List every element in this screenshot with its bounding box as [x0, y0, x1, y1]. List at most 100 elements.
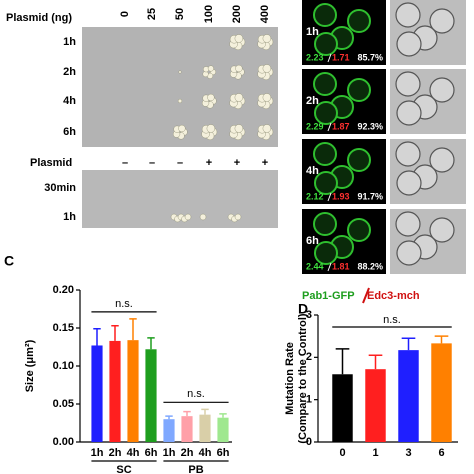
- colony: [178, 124, 186, 133]
- cell: [314, 32, 338, 56]
- error-bar: [147, 337, 155, 350]
- group-label: PB: [188, 464, 203, 474]
- error-bar: [183, 410, 191, 417]
- y-tick-label: 0.20: [53, 284, 74, 296]
- y-tick-label: 0.00: [53, 436, 74, 448]
- column-label: 200: [231, 5, 243, 23]
- x-tick-label: 1: [372, 447, 378, 459]
- error-bar: [165, 415, 173, 420]
- cell: [429, 217, 455, 243]
- colony: [262, 93, 272, 102]
- percent: 85.7%: [357, 52, 383, 62]
- slash: [327, 53, 332, 63]
- annotation: n.s.: [115, 298, 133, 310]
- cell: [396, 240, 422, 266]
- colony: [206, 124, 216, 133]
- y-tick-label: 0.15: [53, 322, 74, 334]
- green-value: 2.23: [306, 52, 324, 62]
- legend-green: Pab1-GFP: [302, 290, 355, 302]
- error-bar: [401, 337, 416, 351]
- colony: [207, 65, 214, 72]
- cell: [395, 141, 421, 167]
- cell: [347, 78, 371, 102]
- bar: [145, 349, 157, 442]
- annotation: n.s.: [187, 388, 205, 400]
- red-value: 1.71: [332, 52, 350, 62]
- x-tick-label: 4h: [127, 447, 140, 459]
- error-bar: [434, 335, 449, 344]
- cell: [314, 241, 338, 265]
- y-tick-label: 0.10: [53, 360, 74, 372]
- colony: [199, 213, 207, 221]
- x-tick-label: 0: [339, 447, 345, 459]
- y-tick-label: 1: [306, 394, 312, 406]
- colony: [207, 93, 215, 102]
- error-bar: [368, 354, 383, 370]
- colony: [234, 34, 244, 43]
- cell: [429, 8, 455, 34]
- y-tick-label: 0: [306, 436, 312, 448]
- legend-red: Edc3-mch: [367, 290, 420, 302]
- plate-axis-label: Plasmid: [30, 157, 72, 169]
- percent: 92.3%: [357, 121, 383, 131]
- cell: [396, 31, 422, 57]
- y-tick-label: 2: [306, 351, 312, 363]
- slash: [327, 262, 332, 272]
- column-label: +: [206, 157, 212, 169]
- error-bar: [201, 408, 209, 415]
- bar: [91, 345, 103, 442]
- panel-letter: D: [298, 301, 308, 317]
- column-label: 0: [119, 11, 131, 17]
- colony: [262, 34, 272, 43]
- cell: [395, 2, 421, 28]
- y-axis-label: (Compare to the Control): [297, 313, 309, 443]
- x-tick-label: 1h: [91, 447, 104, 459]
- colony: [262, 124, 272, 133]
- cell: [396, 100, 422, 126]
- slash: [327, 122, 332, 132]
- bar: [431, 343, 452, 442]
- row-label: 2h: [306, 95, 319, 107]
- green-value: 2.12: [306, 191, 324, 201]
- colony: [234, 93, 244, 102]
- x-tick-label: 6: [438, 447, 444, 459]
- x-tick-label: 4h: [199, 447, 212, 459]
- column-label: 25: [146, 8, 158, 20]
- x-tick-label: 1h: [163, 447, 176, 459]
- green-value: 2.29: [306, 121, 324, 131]
- colony: [177, 98, 183, 104]
- cell: [313, 142, 337, 166]
- row-label: 6h: [306, 235, 319, 247]
- colony: [184, 213, 192, 221]
- percent: 88.2%: [357, 261, 383, 271]
- error-bar: [335, 348, 350, 375]
- green-value: 2.44: [306, 261, 324, 271]
- red-value: 1.81: [332, 261, 350, 271]
- cell: [429, 147, 455, 173]
- group-label: SC: [116, 464, 131, 474]
- row-label: 4h: [63, 95, 76, 107]
- column-label: –: [149, 157, 155, 169]
- column-label: 100: [203, 5, 215, 23]
- cell: [313, 72, 337, 96]
- colony: [234, 213, 242, 221]
- y-axis-label: Mutation Rate: [284, 342, 296, 415]
- x-tick-label: 2h: [181, 447, 194, 459]
- row-label: 2h: [63, 66, 76, 78]
- bar: [217, 417, 229, 442]
- cell: [347, 218, 371, 242]
- cell: [314, 101, 338, 125]
- column-label: 50: [174, 8, 186, 20]
- bar: [109, 340, 121, 442]
- column-label: –: [122, 157, 128, 169]
- legend-slash: [362, 287, 370, 304]
- row-label: 1h: [63, 211, 76, 223]
- panel-letter: C: [4, 253, 14, 269]
- column-label: +: [234, 157, 240, 169]
- colony: [235, 64, 243, 73]
- y-tick-label: 3: [306, 309, 312, 321]
- bar: [127, 340, 139, 442]
- bar: [181, 416, 193, 442]
- y-tick-label: 0.05: [53, 398, 74, 410]
